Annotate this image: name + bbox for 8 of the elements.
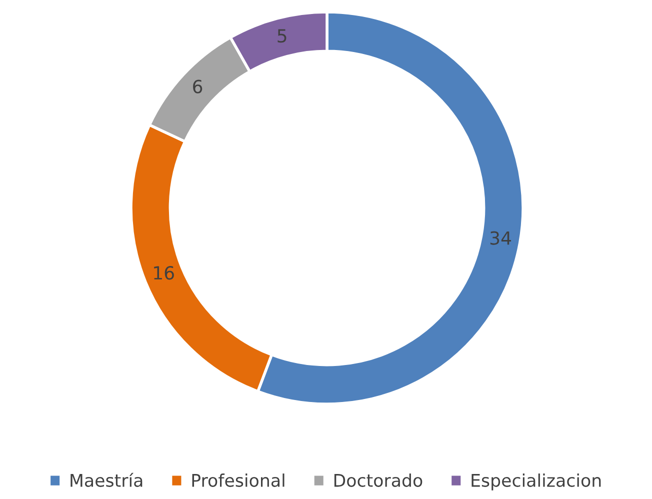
legend-label: Especializacion	[472, 474, 601, 490]
data-label: 5	[278, 29, 286, 43]
legend-label: Profesional	[192, 474, 284, 487]
legend-label: Doctorado	[334, 474, 422, 487]
data-label: 34	[490, 231, 512, 245]
legend-label: Maestría	[70, 472, 142, 487]
data-label: 16	[154, 266, 174, 280]
data-label: 6	[193, 80, 202, 94]
